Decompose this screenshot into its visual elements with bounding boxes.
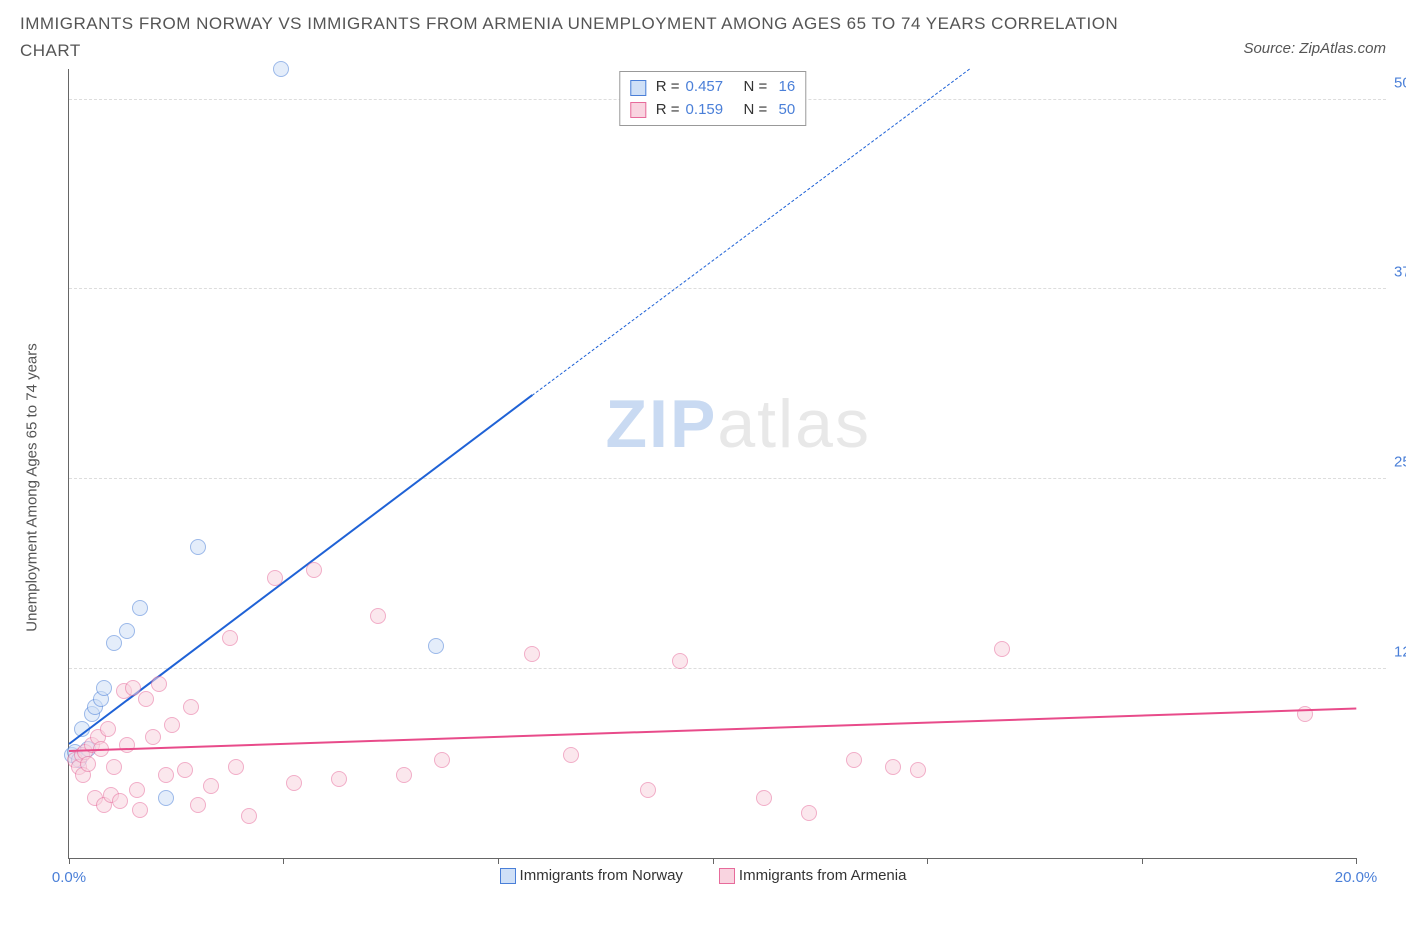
x-tick	[283, 858, 284, 864]
y-tick-label: 12.5%	[1386, 643, 1406, 660]
data-point	[396, 767, 412, 783]
gridline	[69, 668, 1386, 669]
legend-swatch	[500, 868, 516, 884]
legend-item: Immigrants from Norway	[500, 867, 683, 884]
data-point	[331, 771, 347, 787]
data-point	[640, 782, 656, 798]
y-tick-label: 50.0%	[1386, 74, 1406, 91]
x-tick	[1142, 858, 1143, 864]
data-point	[151, 676, 167, 692]
x-tick	[69, 858, 70, 864]
x-tick	[1356, 858, 1357, 864]
y-tick-label: 25.0%	[1386, 454, 1406, 471]
data-point	[129, 782, 145, 798]
data-point	[164, 717, 180, 733]
data-point	[885, 759, 901, 775]
legend-swatch	[630, 102, 646, 118]
legend-bottom: Immigrants from Norway Immigrants from Ar…	[20, 867, 1386, 888]
data-point	[203, 778, 219, 794]
legend-stats: R = 0.457 N = 16R = 0.159 N = 50	[619, 71, 806, 126]
source-label: Source: ZipAtlas.com	[1243, 10, 1386, 57]
watermark: ZIPatlas	[606, 385, 871, 463]
data-point	[801, 805, 817, 821]
plot-area: ZIPatlas R = 0.457 N = 16R = 0.159 N = 5…	[68, 69, 1356, 859]
chart-title: IMMIGRANTS FROM NORWAY VS IMMIGRANTS FRO…	[20, 10, 1120, 64]
data-point	[672, 653, 688, 669]
data-point	[132, 600, 148, 616]
legend-stat-row: R = 0.457 N = 16	[630, 76, 795, 99]
data-point	[158, 790, 174, 806]
data-point	[119, 623, 135, 639]
data-point	[106, 635, 122, 651]
gridline	[69, 288, 1386, 289]
data-point	[177, 762, 193, 778]
data-point	[428, 638, 444, 654]
x-tick-label: 0.0%	[52, 869, 86, 886]
data-point	[524, 646, 540, 662]
data-point	[563, 747, 579, 763]
data-point	[190, 797, 206, 813]
legend-swatch	[630, 80, 646, 96]
data-point	[190, 539, 206, 555]
data-point	[222, 630, 238, 646]
data-point	[267, 570, 283, 586]
chart-container: Unemployment Among Ages 65 to 74 years Z…	[20, 69, 1386, 888]
gridline	[69, 478, 1386, 479]
data-point	[846, 752, 862, 768]
data-point	[106, 759, 122, 775]
x-tick	[713, 858, 714, 864]
legend-item: Immigrants from Armenia	[719, 867, 907, 884]
x-tick-label: 20.0%	[1335, 869, 1378, 886]
data-point	[183, 699, 199, 715]
trend-line	[69, 708, 1356, 752]
y-tick-label: 37.5%	[1386, 264, 1406, 281]
data-point	[370, 608, 386, 624]
legend-swatch	[719, 868, 735, 884]
data-point	[100, 721, 116, 737]
data-point	[80, 756, 96, 772]
data-point	[241, 808, 257, 824]
data-point	[910, 762, 926, 778]
data-point	[273, 61, 289, 77]
data-point	[228, 759, 244, 775]
data-point	[145, 729, 161, 745]
data-point	[306, 562, 322, 578]
data-point	[286, 775, 302, 791]
data-point	[994, 641, 1010, 657]
x-tick	[927, 858, 928, 864]
data-point	[158, 767, 174, 783]
data-point	[138, 691, 154, 707]
data-point	[434, 752, 450, 768]
data-point	[112, 793, 128, 809]
data-point	[132, 802, 148, 818]
legend-stat-row: R = 0.159 N = 50	[630, 99, 795, 122]
y-axis-label: Unemployment Among Ages 65 to 74 years	[24, 343, 41, 632]
data-point	[756, 790, 772, 806]
data-point	[96, 680, 112, 696]
x-tick	[498, 858, 499, 864]
